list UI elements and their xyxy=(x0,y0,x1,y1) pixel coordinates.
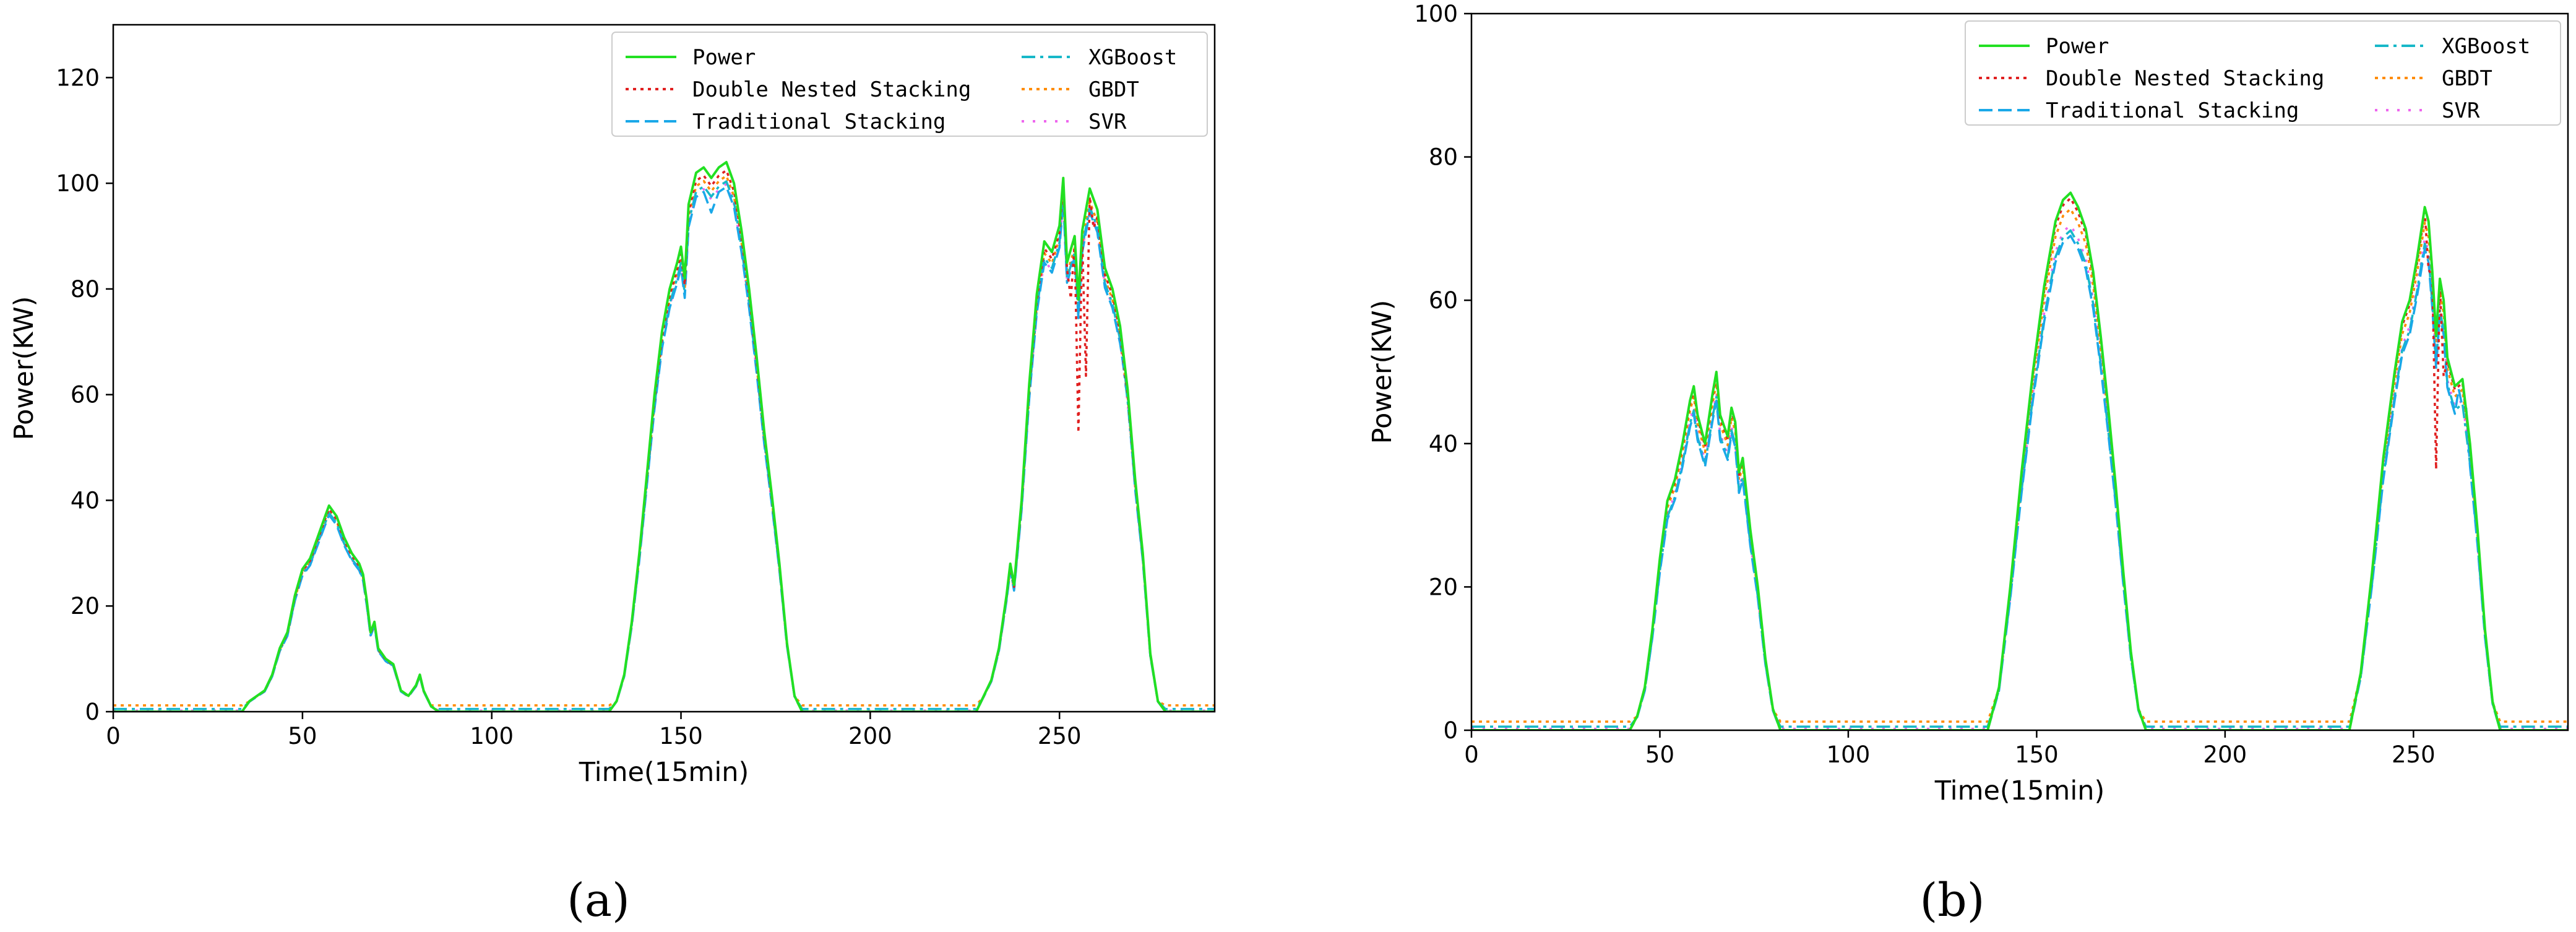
x-axis-title: Time(15min) xyxy=(579,757,749,788)
legend-label-svr: SVR xyxy=(2442,98,2480,123)
legend-label-double-nested-stacking: Double Nested Stacking xyxy=(692,77,971,102)
y-tick-label: 100 xyxy=(56,170,100,197)
x-tick-label: 250 xyxy=(2392,741,2436,768)
y-tick-label: 40 xyxy=(71,487,100,514)
legend-label-gbdt: GBDT xyxy=(2442,66,2492,91)
panel-a: 0 50 100 150 200 250 0 20 40 60 80 100 120 Time(15min… xyxy=(9,24,1216,788)
legend-label-xgboost: XGBoost xyxy=(1088,45,1177,70)
series-line-power xyxy=(1471,191,2568,730)
axes-frame xyxy=(1470,12,2569,731)
legend-label-traditional-stacking: Traditional Stacking xyxy=(2046,98,2299,123)
series-line-power xyxy=(113,161,1215,712)
x-tick-label: 100 xyxy=(1827,741,1871,768)
x-tick-label: 150 xyxy=(659,723,703,749)
panel-b: 0 50 100 150 200 250 0 20 40 60 80 100 Time(15min) Po… xyxy=(1367,1,2569,806)
series-line-svr xyxy=(113,183,1215,712)
series-line-double-nested-stacking xyxy=(1471,197,2568,730)
x-tick-label: 200 xyxy=(2203,741,2247,768)
series-line-gbdt xyxy=(113,175,1215,707)
legend-label-svr: SVR xyxy=(1088,110,1127,134)
series-line-gbdt xyxy=(1471,207,2568,723)
x-tick-label: 0 xyxy=(106,723,121,749)
legend-label-xgboost: XGBoost xyxy=(2442,34,2530,59)
x-tick-label: 250 xyxy=(1038,723,1082,749)
y-tick-label: 80 xyxy=(1429,144,1458,171)
y-tick-label: 120 xyxy=(56,64,100,91)
y-tick-label: 0 xyxy=(85,699,100,725)
y-tick-label: 80 xyxy=(71,276,100,303)
y-tick-label: 40 xyxy=(1429,431,1458,457)
x-tick-label: 50 xyxy=(288,723,317,749)
y-tick-label: 0 xyxy=(1443,717,1458,744)
panel-a-label: (a) xyxy=(567,874,630,927)
series-line-svr xyxy=(1471,223,2568,730)
y-tick-label: 60 xyxy=(1429,287,1458,314)
y-tick-label: 60 xyxy=(71,382,100,408)
panel-b-label: (b) xyxy=(1919,874,1984,927)
y-tick-label: 20 xyxy=(1429,574,1458,600)
plot-area xyxy=(1471,191,2568,730)
y-axis-title: Power(KW) xyxy=(1367,300,1398,444)
y-tick-label: 20 xyxy=(71,593,100,619)
legend-label-traditional-stacking: Traditional Stacking xyxy=(692,110,946,134)
series-line-traditional-stacking xyxy=(1471,235,2568,730)
series-line-traditional-stacking xyxy=(113,186,1215,712)
legend-label-gbdt: GBDT xyxy=(1088,77,1139,102)
axes-frame xyxy=(112,24,1216,713)
series-line-double-nested-stacking xyxy=(113,169,1215,712)
y-axis-title: Power(KW) xyxy=(9,296,40,441)
legend: Power Double Nested Stacking Traditional S… xyxy=(1965,20,2561,126)
x-tick-label: 100 xyxy=(470,723,514,749)
legend-label-power: Power xyxy=(2046,34,2109,59)
x-tick-label: 50 xyxy=(1645,741,1674,768)
x-axis-title: Time(15min) xyxy=(1934,775,2105,806)
x-tick-label: 200 xyxy=(848,723,892,749)
x-tick-label: 0 xyxy=(1464,741,1479,768)
plot-area xyxy=(113,161,1215,712)
legend-label-power: Power xyxy=(692,45,756,70)
x-tick-label: 150 xyxy=(2015,741,2059,768)
legend-label-double-nested-stacking: Double Nested Stacking xyxy=(2046,66,2324,91)
legend: Power Double Nested Stacking Traditional S… xyxy=(611,32,1208,137)
y-tick-label: 100 xyxy=(1414,1,1458,27)
series-line-xgboost xyxy=(113,180,1215,710)
